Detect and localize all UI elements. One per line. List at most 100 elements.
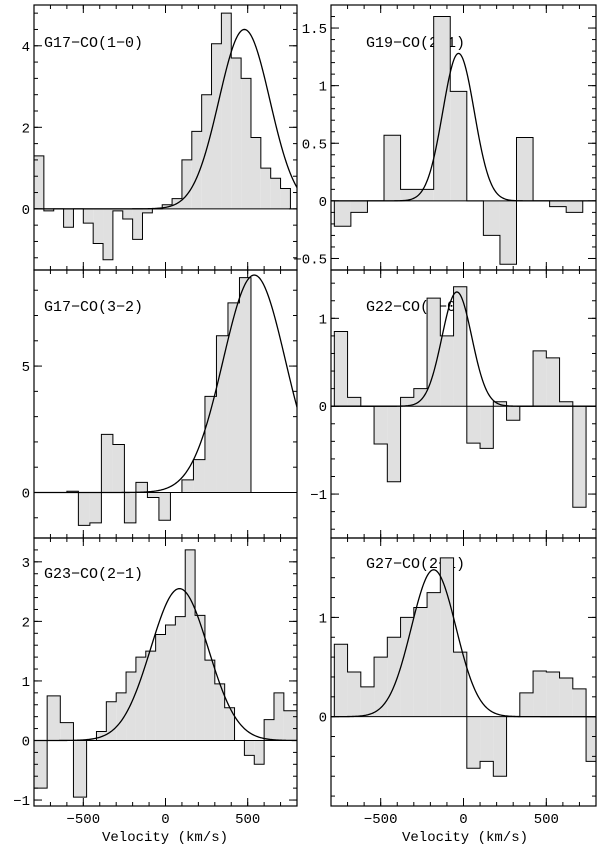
y-tick-label: 2 xyxy=(22,121,30,137)
gaussian-fit-line xyxy=(34,28,297,210)
plot-area xyxy=(34,12,297,261)
histogram-bar xyxy=(126,672,136,741)
gaussian-fit-line xyxy=(331,52,596,202)
histogram-bar xyxy=(73,740,87,798)
histogram-bar xyxy=(546,672,560,717)
histogram-bar xyxy=(216,335,228,493)
histogram-bar xyxy=(227,302,240,493)
histogram-bar xyxy=(204,660,215,741)
histogram-bar xyxy=(124,492,136,523)
gaussian-fit-line xyxy=(34,587,297,742)
panel-g17-co10: G17−CO(1−0) 0 2 4 xyxy=(22,4,298,271)
histogram-bar xyxy=(334,200,351,227)
histogram-bar xyxy=(533,671,547,717)
panel-g22-co10: G22−CO(1−0) −101 xyxy=(310,269,597,539)
gaussian-fit-line xyxy=(331,291,596,407)
histogram-bar xyxy=(135,482,148,493)
panel-title: G17−CO(3−2) xyxy=(44,299,143,316)
panel-g19-co21: G19−CO(2−1) −0.500.511.5 xyxy=(293,4,597,271)
histogram-bar xyxy=(250,137,261,209)
histogram-bar xyxy=(440,335,454,407)
histogram-bar xyxy=(559,401,573,407)
histogram-bar xyxy=(239,277,251,493)
histogram-bar xyxy=(350,200,368,213)
histogram-bar xyxy=(440,557,454,717)
gaussian-fit-line xyxy=(34,274,297,494)
histogram-bar xyxy=(231,58,242,209)
histogram-bar xyxy=(347,397,361,407)
histogram-bar xyxy=(181,159,192,209)
histogram-bar xyxy=(374,406,388,444)
y-tick-label: 1 xyxy=(319,611,327,627)
histogram-bar xyxy=(221,13,232,209)
histogram-bar xyxy=(280,188,291,209)
y-tick-label: 1 xyxy=(319,80,327,96)
histogram-bar xyxy=(142,208,153,213)
y-tick-label: 0 xyxy=(319,195,327,211)
histogram-outline xyxy=(66,277,263,526)
histogram-bar xyxy=(112,208,123,211)
histogram-bar xyxy=(400,189,418,201)
histogram-bar xyxy=(135,657,146,741)
histogram-bar xyxy=(516,137,534,201)
histogram-bar xyxy=(122,208,133,220)
histogram-bar xyxy=(89,492,102,523)
plot-area xyxy=(34,274,297,526)
histogram-bar xyxy=(347,672,361,717)
y-tick-label: 2 xyxy=(22,615,30,631)
y-tick-label: −1 xyxy=(310,488,327,504)
histogram-bar xyxy=(147,492,159,498)
x-tick-label: 0 xyxy=(161,812,169,828)
x-tick-label: −500 xyxy=(67,812,101,828)
histogram-bar xyxy=(483,200,500,236)
histogram-bar xyxy=(453,286,467,407)
histogram-bar xyxy=(283,710,297,741)
histogram-bar xyxy=(499,200,517,265)
histogram-bar xyxy=(466,406,481,444)
histogram-bar xyxy=(533,350,547,407)
histogram-bar xyxy=(273,692,284,741)
histogram-bar xyxy=(480,406,494,449)
y-tick-label: 1.5 xyxy=(302,22,327,38)
y-tick-label: 3 xyxy=(22,556,30,572)
x-tick-label: 500 xyxy=(235,812,260,828)
y-tick-label: 0 xyxy=(22,203,30,219)
histogram-bar xyxy=(34,155,44,209)
plot-area xyxy=(331,16,596,265)
histogram-outline xyxy=(34,549,297,798)
x-tick-label: −500 xyxy=(364,812,398,828)
histogram-bar xyxy=(204,396,217,493)
histogram-bar xyxy=(132,208,143,240)
histogram-bar xyxy=(413,607,428,717)
histogram-bar xyxy=(63,208,74,228)
y-tick-label: 0.5 xyxy=(302,137,327,153)
y-tick-label: 0 xyxy=(319,400,327,416)
histogram-bar xyxy=(264,719,274,741)
histogram-bar xyxy=(493,716,507,777)
histogram-bar xyxy=(191,131,202,209)
histogram-bar xyxy=(572,406,587,508)
histogram-bar xyxy=(417,189,434,201)
histogram-bar xyxy=(559,677,573,717)
y-tick-label: 0 xyxy=(319,711,327,727)
x-axis-label-left: Velocity (km/s) xyxy=(102,830,228,846)
plot-area xyxy=(34,549,297,798)
histogram-bar xyxy=(158,492,171,521)
histogram-bar xyxy=(101,434,113,493)
histogram-bar xyxy=(181,479,194,493)
histogram-bar xyxy=(112,444,125,493)
histogram-bar xyxy=(387,637,401,717)
panel-g27-co21: G27−CO(2−1) 01−500 0 500 xyxy=(319,537,597,828)
panel-g23-co21: G23−CO(2−1) −1 0 1 2 3 −500 0 500 xyxy=(13,537,298,828)
histogram-bar xyxy=(103,208,113,260)
y-tick-label: 4 xyxy=(22,40,30,56)
y-tick-label: 5 xyxy=(22,360,30,376)
histogram-bar xyxy=(334,644,348,717)
histogram-bar xyxy=(360,686,375,717)
histogram-bar xyxy=(566,200,583,213)
histogram-bar xyxy=(413,388,428,407)
histogram-bar xyxy=(427,298,441,407)
histogram-bar xyxy=(165,624,176,741)
histogram-outline xyxy=(333,286,596,508)
